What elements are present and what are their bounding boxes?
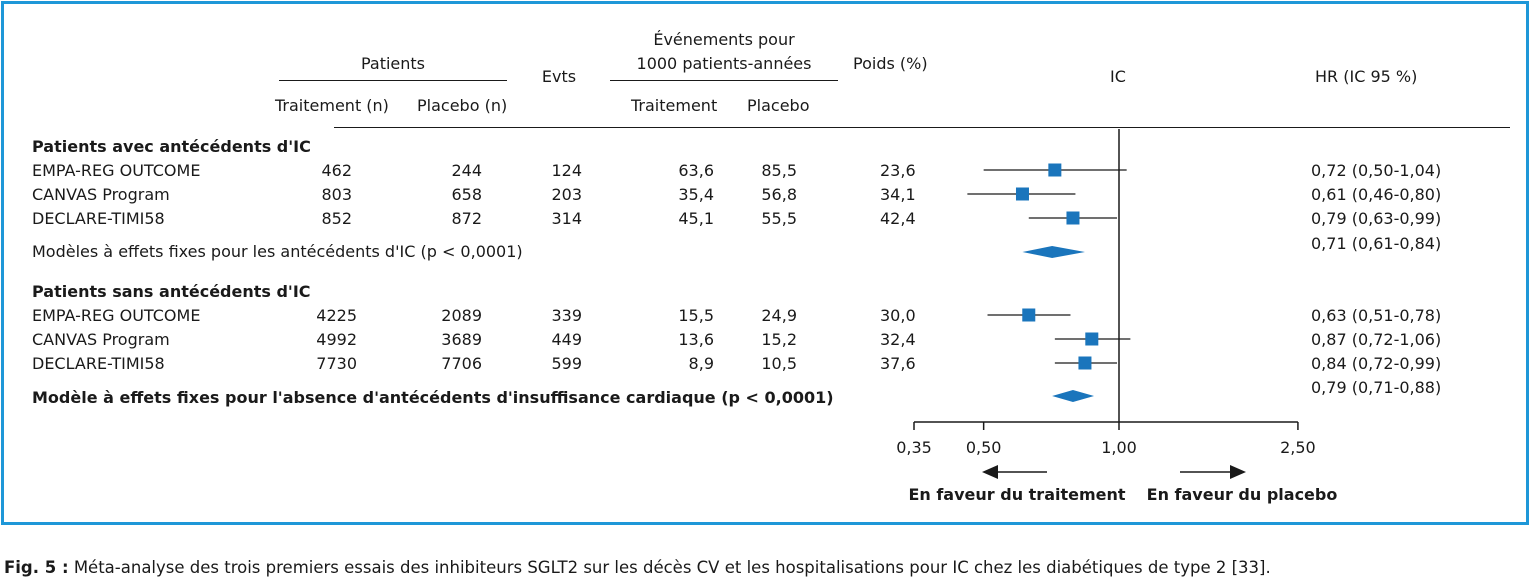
study-name: EMPA-REG OUTCOME: [32, 161, 201, 180]
hr-text: 0,84 (0,72-0,99): [1311, 354, 1442, 373]
rate-treat: 8,9: [688, 354, 714, 373]
favours-treatment-label: En faveur du traitement: [908, 485, 1125, 504]
rate-placebo: 24,9: [761, 306, 797, 325]
group-title: Patients avec antécédents d'IC: [32, 137, 311, 156]
evts: 449: [551, 330, 582, 349]
header-placebo-n: Placebo (n): [417, 96, 508, 115]
placebo-n: 7706: [441, 354, 482, 373]
treat-n: 4225: [316, 306, 357, 325]
hr-text: 0,61 (0,46-0,80): [1311, 185, 1442, 204]
weight: 34,1: [880, 185, 916, 204]
header-events-line2: 1000 patients-années: [636, 54, 812, 73]
x-tick-label: 2,50: [1280, 438, 1316, 457]
rate-treat: 35,4: [678, 185, 714, 204]
header-patients-rule: [279, 80, 507, 81]
favours-placebo-label: En faveur du placebo: [1147, 485, 1338, 504]
treat-n: 7730: [316, 354, 357, 373]
placebo-n: 2089: [441, 306, 482, 325]
hr-marker: [1085, 332, 1099, 346]
hr-text: 0,87 (0,72-1,06): [1311, 330, 1442, 349]
evts: 124: [551, 161, 582, 180]
header-patients: Patients: [360, 54, 426, 73]
arrow-left-head: [982, 465, 998, 479]
x-tick-label: 0,50: [966, 438, 1002, 457]
weight: 23,6: [880, 161, 916, 180]
figure-caption: Fig. 5 : Méta-analyse des trois premiers…: [4, 558, 1271, 577]
rate-treat: 63,6: [678, 161, 714, 180]
summary-hr-text: 0,79 (0,71-0,88): [1311, 378, 1442, 397]
header-placebo: Placebo: [747, 96, 810, 115]
rate-placebo: 10,5: [761, 354, 797, 373]
header-bottom-rule: [334, 127, 1510, 128]
x-tick-label: 1,00: [1101, 438, 1137, 457]
group-title: Patients sans antécédents d'IC: [32, 282, 311, 301]
placebo-n: 3689: [441, 330, 482, 349]
rate-treat: 13,6: [678, 330, 714, 349]
treat-n: 852: [321, 209, 352, 228]
study-name: DECLARE-TIMI58: [32, 209, 165, 228]
evts: 314: [551, 209, 582, 228]
treat-n: 462: [321, 161, 352, 180]
summary-label: Modèle à effets fixes pour l'absence d'a…: [32, 388, 834, 407]
summary-hr-text: 0,71 (0,61-0,84): [1311, 234, 1442, 253]
study-name: EMPA-REG OUTCOME: [32, 306, 201, 325]
rate-treat: 15,5: [678, 306, 714, 325]
placebo-n: 658: [451, 185, 482, 204]
forest-plot: 0,35 0,50 1,00 2,50 En faveur du traitement E…: [896, 129, 1338, 504]
hr-marker: [1066, 211, 1080, 225]
header-events-line1: Événements pour: [653, 30, 795, 49]
header-events-rule: [610, 80, 838, 81]
study-name: CANVAS Program: [32, 185, 170, 204]
hr-marker: [1015, 187, 1029, 201]
evts: 203: [551, 185, 582, 204]
study-name: CANVAS Program: [32, 330, 170, 349]
figure-panel: Patients Traitement (n) Placebo (n) Evts…: [1, 1, 1529, 525]
study-name: DECLARE-TIMI58: [32, 354, 165, 373]
weight: 32,4: [880, 330, 916, 349]
summary-label: Modèles à effets fixes pour les antécéde…: [32, 242, 523, 261]
evts: 599: [551, 354, 582, 373]
weight: 42,4: [880, 209, 916, 228]
rate-treat: 45,1: [678, 209, 714, 228]
summary-diamond: [1052, 390, 1095, 402]
header-ic: IC: [1110, 67, 1126, 86]
hr-marker: [1048, 163, 1062, 177]
header-hr: HR (IC 95 %): [1315, 67, 1418, 86]
rate-placebo: 85,5: [761, 161, 797, 180]
rate-placebo: 15,2: [761, 330, 797, 349]
header-traitement-n: Traitement (n): [275, 96, 389, 115]
rate-placebo: 56,8: [761, 185, 797, 204]
hr-text: 0,72 (0,50-1,04): [1311, 161, 1442, 180]
weight: 30,0: [880, 306, 916, 325]
header-evts: Evts: [541, 67, 577, 86]
treat-n: 4992: [316, 330, 357, 349]
placebo-n: 872: [451, 209, 482, 228]
arrow-right-head: [1230, 465, 1246, 479]
caption-label: Fig. 5 :: [4, 558, 69, 577]
hr-marker: [1022, 308, 1036, 322]
x-tick-label: 0,35: [896, 438, 932, 457]
header-poids: Poids (%): [853, 54, 928, 73]
evts: 339: [551, 306, 582, 325]
treat-n: 803: [321, 185, 352, 204]
hr-text: 0,79 (0,63-0,99): [1311, 209, 1442, 228]
caption-text: Méta-analyse des trois premiers essais d…: [68, 558, 1271, 577]
weight: 37,6: [880, 354, 916, 373]
rate-placebo: 55,5: [761, 209, 797, 228]
hr-marker: [1078, 356, 1092, 370]
hr-text: 0,63 (0,51-0,78): [1311, 306, 1442, 325]
placebo-n: 244: [451, 161, 482, 180]
summary-diamond: [1022, 246, 1085, 258]
header-traitement: Traitement: [631, 96, 718, 115]
